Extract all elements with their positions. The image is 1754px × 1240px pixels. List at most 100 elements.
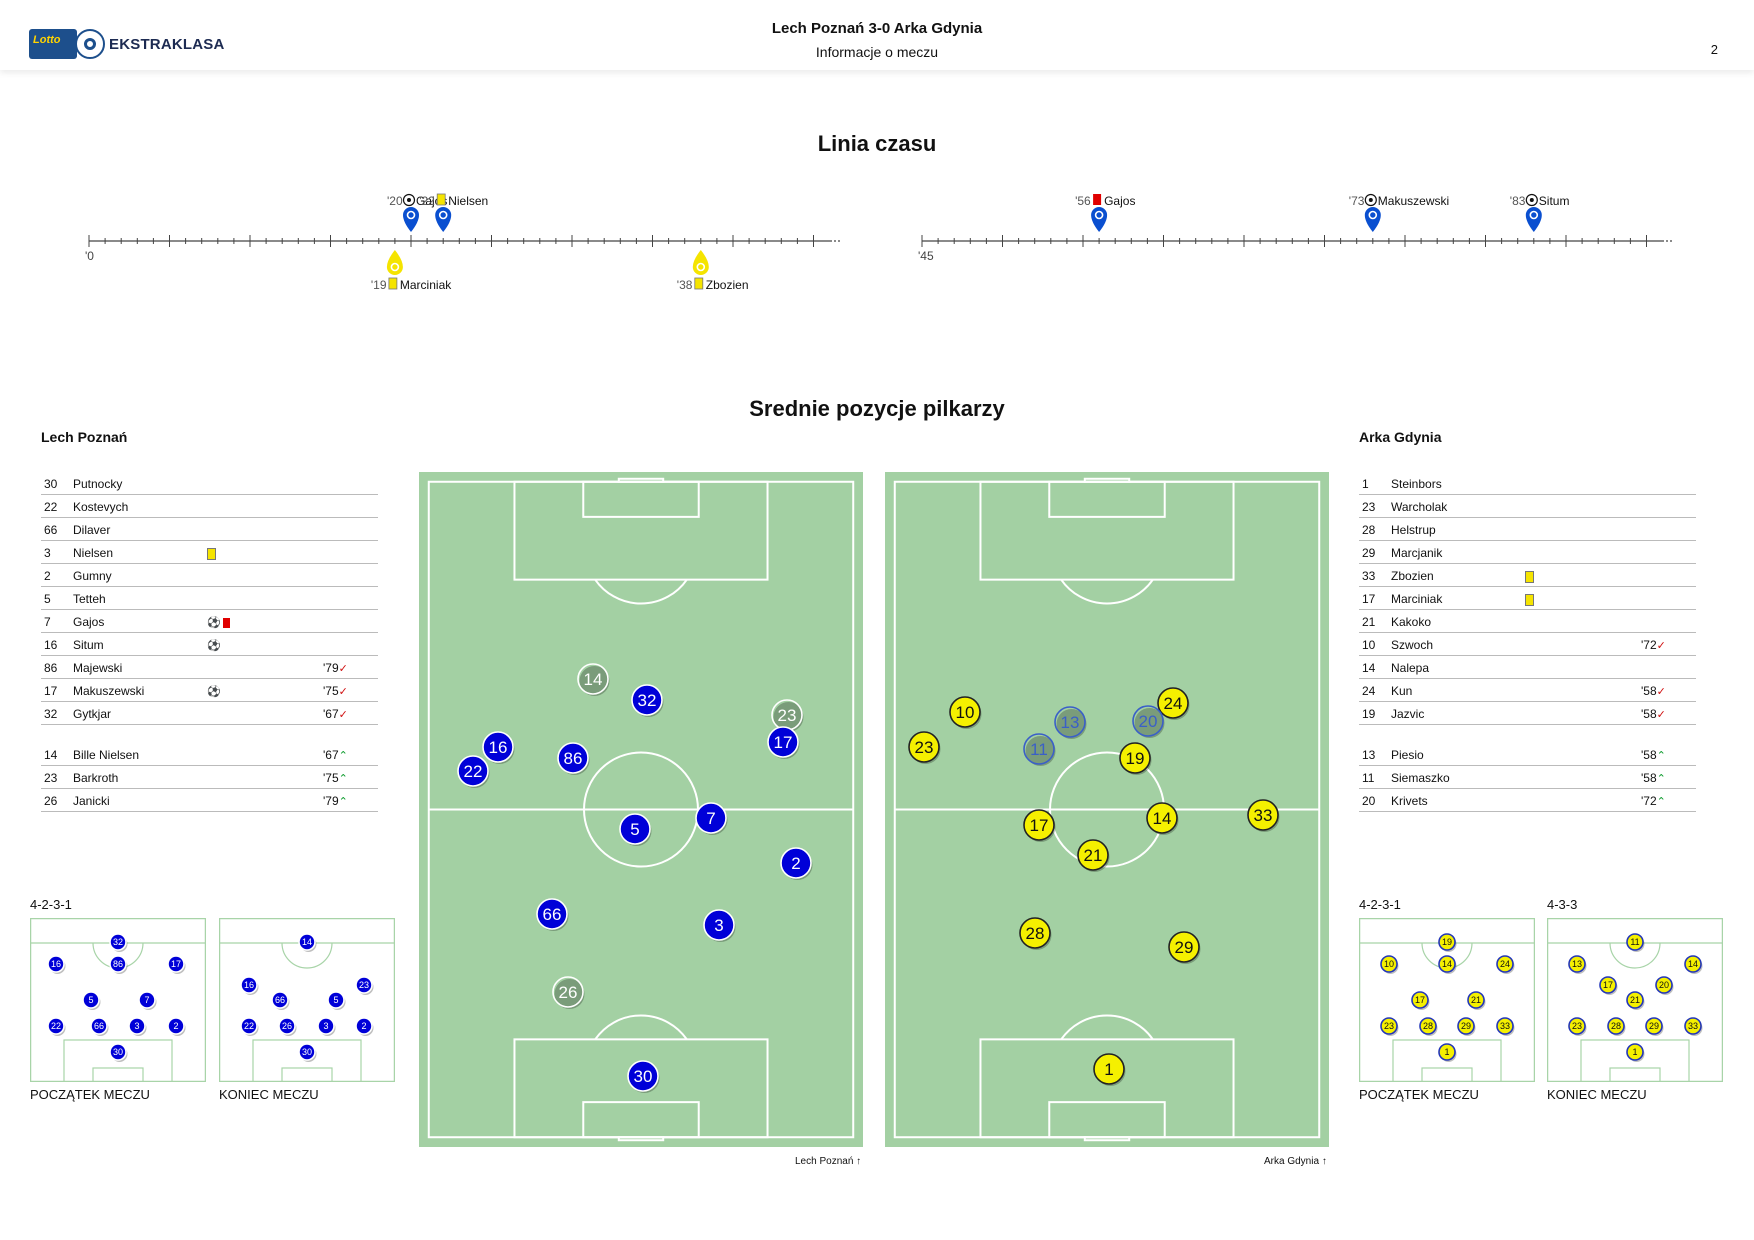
marker-number: 14 — [1442, 959, 1452, 969]
lotto-badge: Lotto — [29, 29, 77, 59]
goal-ball-icon: ⚽ — [207, 640, 221, 653]
marker-shadow — [1056, 709, 1087, 739]
roster-row: 13 Piesio '58⌃ — [1359, 743, 1696, 766]
page-number: 2 — [1710, 42, 1718, 57]
player-number: 28 — [1362, 523, 1376, 537]
player-name: Dilaver — [73, 523, 111, 537]
marker-number: 13 — [1061, 713, 1080, 732]
player-number: 13 — [1362, 748, 1376, 762]
pin-icon-dot — [390, 262, 400, 272]
marker-disc — [1496, 955, 1514, 973]
penalty-arc-top — [1060, 579, 1154, 605]
mini-player-28: 28 — [1607, 1017, 1626, 1036]
substitution-minute-text: '58 — [1641, 707, 1657, 721]
marker-disc — [1684, 955, 1702, 973]
mini-player-2: 2 — [355, 1017, 374, 1036]
marker-number: 7 — [706, 809, 715, 828]
away-player-24-marker: 24 — [1157, 687, 1190, 720]
marker-number: 20 — [1659, 980, 1669, 990]
home-end-formation: 14 16 23 66 5 22 26 3 2 30 — [219, 918, 395, 1082]
marker-disc — [1626, 1043, 1644, 1061]
away-start-formation-label: 4-2-3-1 — [1359, 897, 1401, 912]
player-number: 10 — [1362, 638, 1376, 652]
player-name: Gytkjar — [73, 707, 112, 721]
marker-disc — [1380, 1017, 1398, 1035]
player-number: 30 — [44, 477, 58, 491]
substitution-minute: '72✓ — [1641, 638, 1666, 652]
roster-row: 10 Szwoch '72✓ — [1359, 633, 1696, 656]
red-card-icon — [222, 617, 230, 628]
roster-row: 28 Helstrup — [1359, 518, 1696, 541]
logo-text: EKSTRAKLASA — [109, 35, 225, 53]
roster-row: 17 Makuszewski ⚽ '75✓ — [41, 679, 378, 702]
mini-player-10: 10 — [1380, 955, 1399, 974]
goal-ball-icon: ⚽ — [207, 686, 221, 699]
marker-disc — [47, 1017, 65, 1035]
player-events — [1525, 592, 1534, 606]
goal-ball-icon-center — [407, 198, 411, 202]
mini-player-3: 3 — [128, 1017, 147, 1036]
roster-row: 33 Zbozien — [1359, 564, 1696, 587]
marker-disc — [1023, 733, 1055, 765]
player-number: 29 — [1362, 546, 1376, 560]
goal-top — [1083, 477, 1131, 483]
mini-player-30: 30 — [109, 1043, 128, 1062]
marker-number: 14 — [302, 937, 312, 947]
marker-number: 16 — [489, 738, 508, 757]
mini-player-33: 33 — [1684, 1017, 1703, 1036]
event-minute: '20 — [387, 194, 403, 208]
roster-row: 32 Gytkjar '67✓ — [41, 702, 378, 725]
marker-disc — [482, 731, 514, 763]
away-player-29-marker: 29 — [1168, 931, 1201, 964]
pin-icon-dot — [696, 262, 706, 272]
player-name: Marciniak — [1391, 592, 1443, 606]
home-player-2-marker: 2 — [780, 847, 813, 880]
home-player-22-marker: 22 — [457, 755, 490, 788]
marker-disc — [1247, 799, 1279, 831]
positions-title: Srednie pozycje pilkarzy — [749, 396, 1005, 421]
player-name: Bille Nielsen — [73, 748, 140, 762]
mini-centre-arc — [1609, 942, 1661, 969]
marker-disc — [1157, 687, 1189, 719]
marker-disc — [138, 991, 156, 1009]
home-player-5-marker: 5 — [619, 813, 652, 846]
marker-disc — [1496, 1017, 1514, 1035]
timeline-start-label: '0 — [85, 249, 94, 263]
pin-icon — [1525, 207, 1542, 232]
away-player-1-marker: 1 — [1093, 1053, 1126, 1086]
player-name: Nalepa — [1391, 661, 1430, 675]
goal-top — [617, 477, 665, 483]
substitution-minute: '79✓ — [323, 661, 348, 675]
substitution-minute: '58✓ — [1641, 684, 1666, 698]
roster-row: 86 Majewski '79✓ — [41, 656, 378, 679]
penalty-arc-top — [594, 579, 688, 605]
timeline-start-label: '45 — [918, 249, 934, 263]
marker-number: 22 — [244, 1021, 254, 1031]
marker-number: 14 — [584, 670, 603, 689]
player-number: 19 — [1362, 707, 1376, 721]
marker-disc — [577, 663, 609, 695]
home-player-30-marker: 30 — [627, 1060, 660, 1093]
home-player-3-marker: 3 — [703, 909, 736, 942]
substitution-minute-text: '79 — [323, 794, 339, 808]
marker-number: 14 — [1153, 809, 1172, 828]
player-name: Gajos — [73, 615, 105, 629]
mini-player-22: 22 — [47, 1017, 66, 1036]
goal-bottom — [1083, 1136, 1131, 1142]
arrow-up-icon: ↑ — [1321, 1156, 1327, 1167]
mini-player-1: 1 — [1438, 1043, 1457, 1062]
player-name: Zbozien — [1391, 569, 1434, 583]
marker-number: 24 — [1164, 694, 1183, 713]
marker-number: 32 — [638, 691, 657, 710]
roster-row: 7 Gajos ⚽ — [41, 610, 378, 633]
home-player-66-marker: 66 — [536, 898, 569, 931]
marker-disc — [1645, 1017, 1663, 1035]
marker-disc — [271, 991, 289, 1009]
marker-number: 21 — [1630, 995, 1640, 1005]
arrow-up-icon: ↑ — [856, 1156, 862, 1167]
roster-row: 66 Dilaver — [41, 518, 378, 541]
goal-ball-icon-center — [1529, 198, 1534, 202]
away-start-formation: 19 10 14 24 17 21 23 28 29 33 1 — [1359, 918, 1535, 1082]
away-end-formation-label: 4-3-3 — [1547, 897, 1578, 912]
pin-icon — [1091, 207, 1108, 232]
